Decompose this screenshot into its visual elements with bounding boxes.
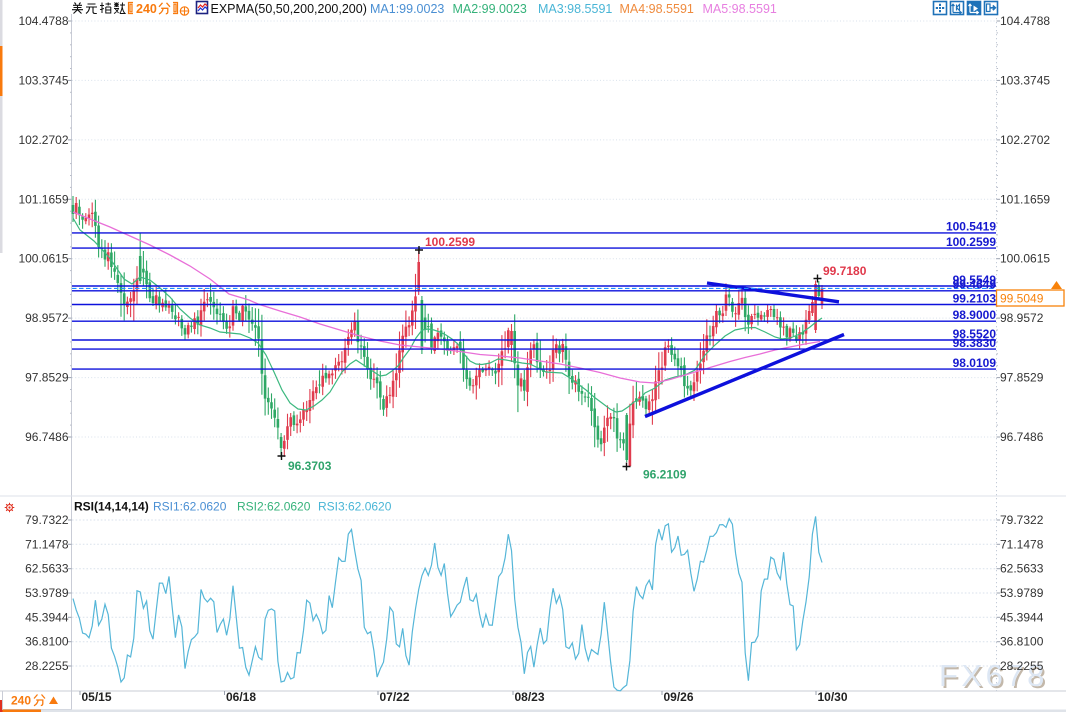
svg-text:240: 240 — [11, 694, 31, 708]
svg-text:240: 240 — [136, 2, 157, 16]
svg-text:62.5633: 62.5633 — [1000, 562, 1044, 576]
svg-text:102.2702: 102.2702 — [18, 133, 68, 147]
svg-text:71.1478: 71.1478 — [25, 537, 69, 551]
svg-text:98.0109: 98.0109 — [953, 356, 997, 370]
svg-text:36.8100: 36.8100 — [1000, 635, 1044, 649]
svg-text:103.3745: 103.3745 — [18, 73, 68, 87]
svg-text:96.7486: 96.7486 — [1000, 430, 1044, 444]
svg-text:97.8529: 97.8529 — [25, 371, 69, 385]
svg-text:RSI2:62.0620: RSI2:62.0620 — [237, 500, 311, 514]
svg-text:09/26: 09/26 — [664, 690, 694, 704]
svg-text:36.8100: 36.8100 — [25, 635, 69, 649]
svg-text:96.2109: 96.2109 — [643, 468, 687, 482]
svg-text:101.1659: 101.1659 — [18, 192, 68, 206]
svg-text:10/30: 10/30 — [818, 690, 848, 704]
svg-text:RSI(14,14,14): RSI(14,14,14) — [74, 500, 149, 514]
svg-text:07/22: 07/22 — [380, 690, 410, 704]
svg-text:98.9000: 98.9000 — [953, 308, 997, 322]
svg-text:102.2702: 102.2702 — [1000, 133, 1050, 147]
svg-text:FX678: FX678 — [939, 658, 1048, 693]
svg-text:FX678: FX678 — [941, 660, 1050, 695]
svg-text:MA5:98.5591: MA5:98.5591 — [703, 2, 777, 16]
svg-text:99.5049: 99.5049 — [1000, 292, 1044, 306]
svg-text:05/15: 05/15 — [82, 690, 112, 704]
svg-text:08/23: 08/23 — [515, 690, 545, 704]
svg-text:99.4649: 99.4649 — [953, 278, 997, 292]
svg-text:EXPMA(50,50,200,200,200): EXPMA(50,50,200,200,200) — [211, 2, 367, 16]
svg-text:100.0615: 100.0615 — [18, 252, 68, 266]
svg-text:98.9572: 98.9572 — [1000, 311, 1044, 325]
svg-text:71.1478: 71.1478 — [1000, 537, 1044, 551]
svg-text:99.2103: 99.2103 — [953, 291, 997, 305]
svg-text:96.7486: 96.7486 — [25, 430, 69, 444]
svg-text:104.4788: 104.4788 — [18, 14, 68, 28]
svg-text:79.7322: 79.7322 — [1000, 513, 1044, 527]
svg-text:99.5549: 99.5549 — [953, 273, 997, 287]
svg-text:RSI3:62.0620: RSI3:62.0620 — [318, 500, 392, 514]
svg-text:100.0615: 100.0615 — [1000, 252, 1050, 266]
svg-text:96.3703: 96.3703 — [288, 459, 332, 473]
svg-text:99.7180: 99.7180 — [823, 264, 867, 278]
svg-text:06/18: 06/18 — [226, 690, 256, 704]
svg-text:103.3745: 103.3745 — [1000, 73, 1050, 87]
svg-text:100.2599: 100.2599 — [425, 235, 475, 249]
svg-text:MA4:98.5591: MA4:98.5591 — [620, 2, 694, 16]
svg-text:62.5633: 62.5633 — [25, 562, 69, 576]
svg-text:101.1659: 101.1659 — [1000, 192, 1050, 206]
svg-text:53.9789: 53.9789 — [1000, 586, 1044, 600]
svg-text:100.2599: 100.2599 — [946, 235, 996, 249]
svg-text:79.7322: 79.7322 — [25, 513, 69, 527]
svg-text:100.5419: 100.5419 — [946, 220, 996, 234]
svg-text:MA1:99.0023: MA1:99.0023 — [370, 2, 444, 16]
svg-text:MA2:99.0023: MA2:99.0023 — [453, 2, 527, 16]
svg-text:45.3944: 45.3944 — [1000, 610, 1044, 624]
svg-text:28.2255: 28.2255 — [1000, 659, 1044, 673]
svg-text:98.3830: 98.3830 — [953, 336, 997, 350]
svg-text:97.8529: 97.8529 — [1000, 371, 1044, 385]
svg-text:53.9789: 53.9789 — [25, 586, 69, 600]
svg-text:28.2255: 28.2255 — [25, 659, 69, 673]
svg-text:98.9572: 98.9572 — [25, 311, 69, 325]
svg-text:104.4788: 104.4788 — [1000, 14, 1050, 28]
svg-text:45.3944: 45.3944 — [25, 610, 69, 624]
svg-text:RSI1:62.0620: RSI1:62.0620 — [153, 500, 227, 514]
svg-text:MA3:98.5591: MA3:98.5591 — [538, 2, 612, 16]
svg-text:98.5520: 98.5520 — [953, 327, 997, 341]
